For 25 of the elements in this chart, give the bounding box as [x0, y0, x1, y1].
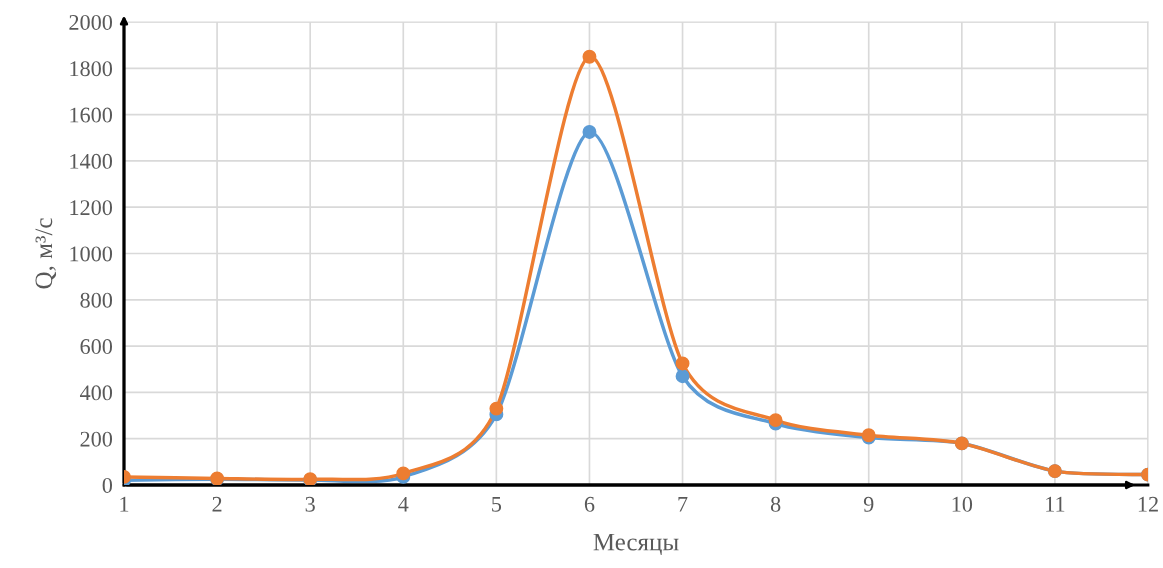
x-tick-label: 3 — [305, 496, 315, 512]
x-tick-label: 8 — [770, 496, 781, 512]
x-tick-label: 7 — [678, 496, 688, 512]
y-tick-label: 1800 — [70, 61, 113, 77]
y-tick-label: 1200 — [70, 200, 113, 216]
y-axis-title: Q, м³/с — [35, 218, 57, 289]
y-tick-label: 1000 — [70, 246, 113, 262]
x-tick-label: 1 — [120, 496, 129, 512]
x-tick-label: 4 — [398, 496, 409, 512]
x-tick-label: 10 — [952, 496, 973, 512]
x-tick-label: 5 — [492, 496, 502, 512]
y-tick-label: 600 — [80, 339, 113, 355]
y-tick-label: 1400 — [70, 153, 113, 169]
x-tick-label: 6 — [584, 496, 595, 512]
x-tick-label: 9 — [863, 496, 874, 512]
x-tick-label: 11 — [1046, 496, 1065, 512]
y-tick-label: 2000 — [69, 14, 113, 30]
x-tick-label: 2 — [212, 496, 222, 512]
y-tick-label: 1600 — [70, 107, 113, 123]
y-tick-label: 400 — [79, 385, 113, 401]
x-axis-title: Месяцы — [593, 533, 679, 556]
y-tick-label: 0 — [102, 477, 113, 493]
x-tick-label: 12 — [1138, 496, 1158, 512]
y-tick-label: 800 — [80, 292, 113, 308]
y-tick-label: 200 — [80, 431, 113, 447]
